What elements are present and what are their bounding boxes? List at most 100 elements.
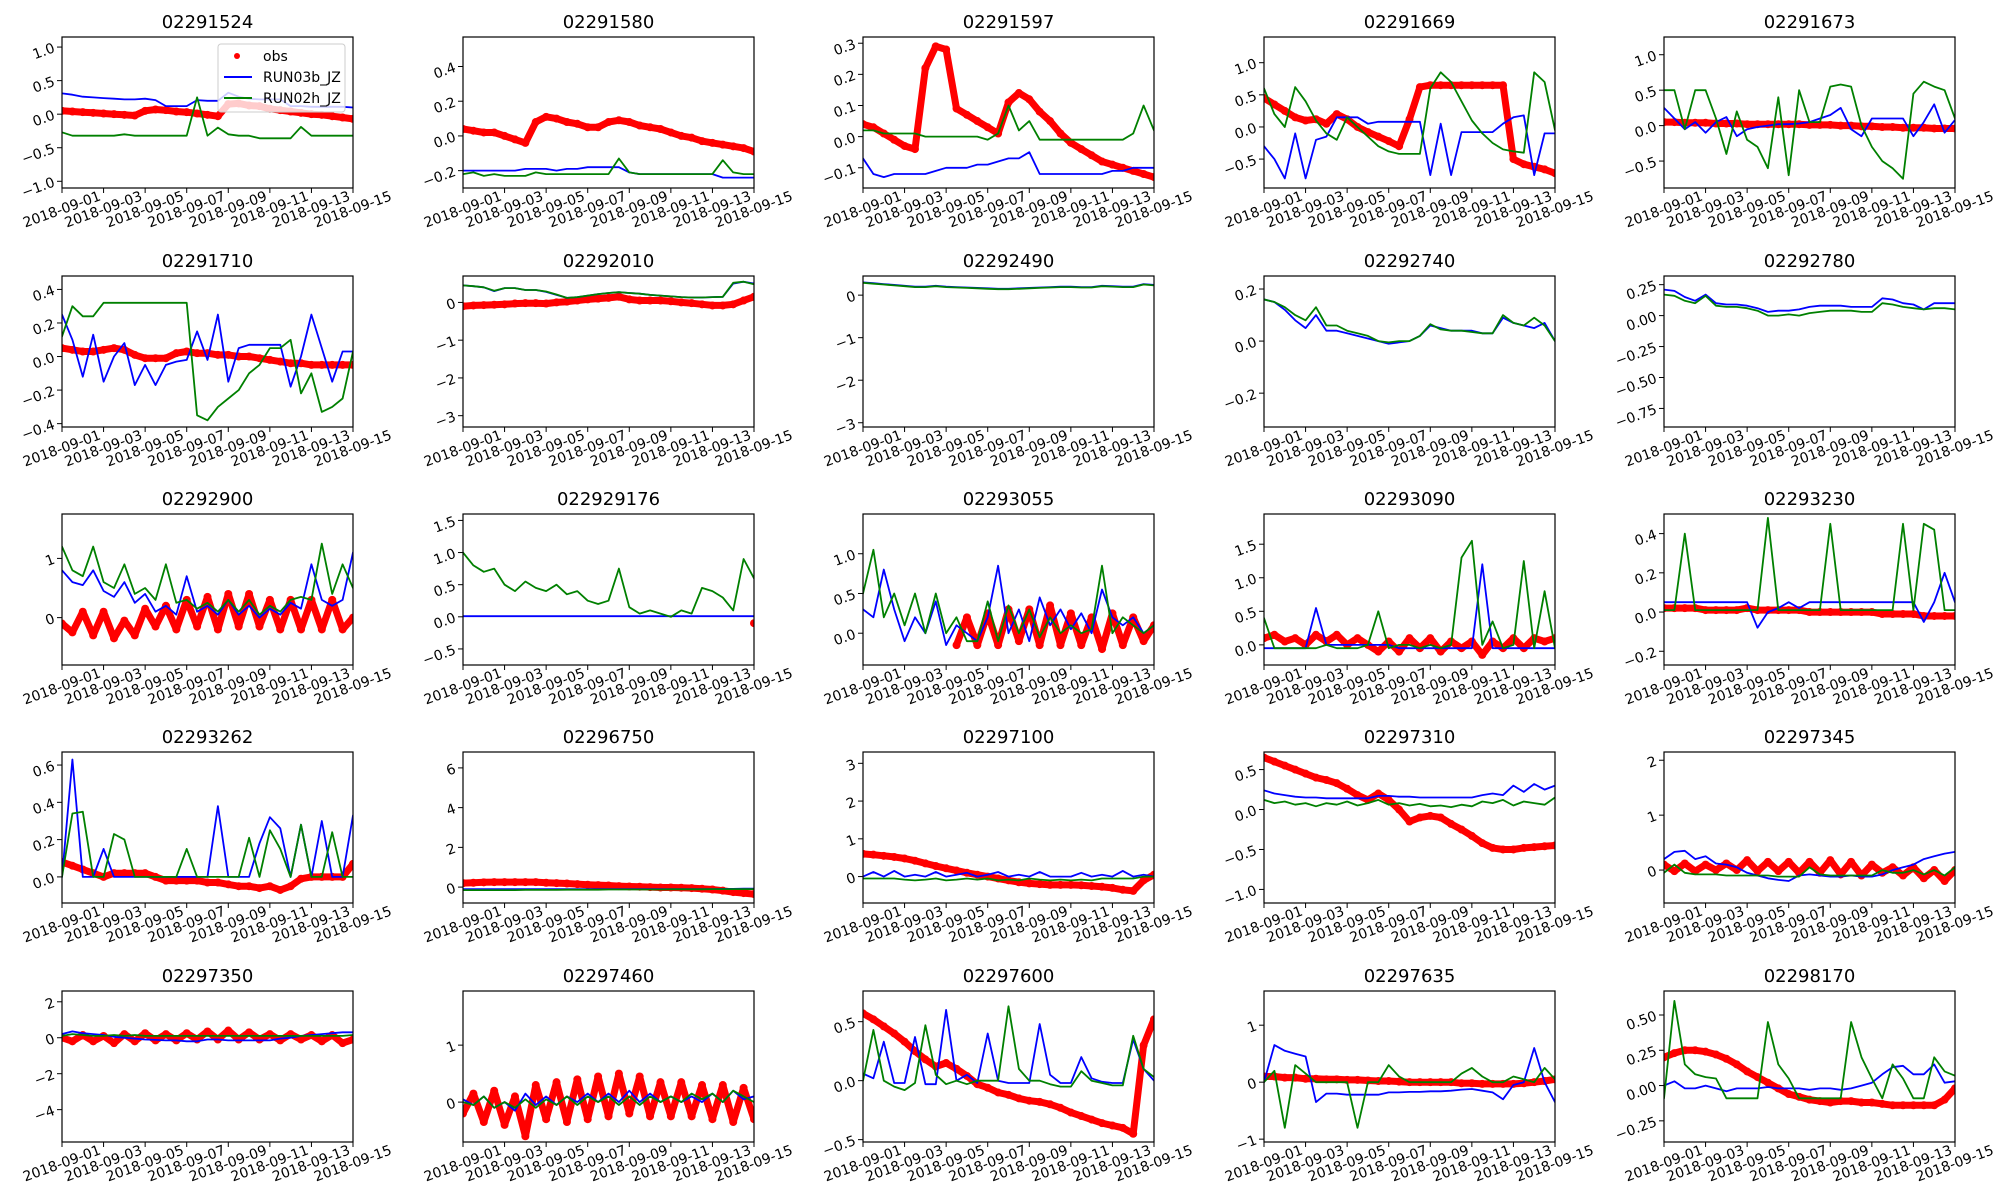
run03b-series-line bbox=[1264, 563, 1555, 650]
obs-point bbox=[203, 878, 212, 887]
obs-point bbox=[1519, 160, 1528, 169]
obs-point bbox=[1150, 1015, 1154, 1024]
obs-point bbox=[614, 882, 623, 891]
obs-point bbox=[234, 622, 243, 631]
subplot-title: 02291524 bbox=[162, 12, 254, 33]
obs-point bbox=[1353, 1075, 1362, 1084]
obs-point bbox=[552, 114, 561, 123]
obs-point bbox=[469, 301, 478, 310]
obs-point bbox=[193, 109, 202, 118]
obs-point bbox=[1930, 1101, 1939, 1110]
obs-point bbox=[130, 631, 139, 640]
y-tick-label: 0.2 bbox=[31, 833, 57, 856]
plot-area bbox=[1664, 288, 1955, 317]
obs-point bbox=[666, 1112, 675, 1121]
obs-point bbox=[1540, 165, 1549, 174]
obs-point bbox=[1280, 637, 1289, 646]
y-tick-label: 0.00 bbox=[1624, 309, 1659, 335]
run02h-series-line bbox=[1264, 1064, 1555, 1129]
obs-point bbox=[1784, 1090, 1793, 1099]
obs-point bbox=[1540, 637, 1549, 646]
obs-point bbox=[594, 881, 603, 890]
obs-point bbox=[245, 1028, 254, 1037]
obs-point bbox=[89, 1037, 98, 1046]
obs-point bbox=[99, 345, 108, 354]
run02h-series-line bbox=[1664, 80, 1955, 180]
plot-area bbox=[62, 542, 353, 643]
obs-point bbox=[1066, 1108, 1075, 1117]
y-tick-label: 0.0 bbox=[1633, 119, 1659, 142]
obs-point bbox=[562, 118, 571, 127]
subplot-02293230: 022932302018-09-012018-09-032018-09-0520… bbox=[1622, 489, 1996, 708]
obs-point bbox=[1509, 1079, 1518, 1088]
obs-point bbox=[879, 851, 888, 860]
obs-point bbox=[317, 625, 326, 634]
obs-point bbox=[952, 104, 961, 113]
obs-point bbox=[1077, 1112, 1086, 1121]
y-tick-label: 0.0 bbox=[1233, 638, 1259, 661]
obs-point bbox=[109, 634, 118, 643]
obs-point bbox=[338, 360, 347, 369]
obs-point bbox=[463, 879, 467, 888]
obs-point bbox=[78, 108, 87, 117]
axes-frame bbox=[462, 36, 755, 189]
obs-point bbox=[1691, 867, 1700, 876]
obs-point bbox=[1701, 118, 1710, 127]
obs-point bbox=[890, 852, 899, 861]
subplot-02291673: 022916732018-09-012018-09-032018-09-0520… bbox=[1622, 12, 1996, 231]
subplot-title: 02297345 bbox=[1764, 727, 1856, 748]
obs-point bbox=[490, 878, 499, 887]
obs-point bbox=[594, 123, 603, 132]
obs-point bbox=[1763, 120, 1772, 129]
obs-point bbox=[1035, 641, 1044, 650]
y-tick-label: −1.0 bbox=[1222, 883, 1259, 910]
obs-point bbox=[687, 133, 696, 142]
y-tick-label: 0.3 bbox=[832, 37, 858, 60]
obs-point bbox=[213, 625, 222, 634]
obs-point bbox=[1867, 122, 1876, 131]
obs-point bbox=[1014, 89, 1023, 98]
axes-frame bbox=[1663, 36, 1956, 189]
obs-point bbox=[983, 123, 992, 132]
obs-point bbox=[1066, 880, 1075, 889]
axes-frame bbox=[61, 275, 354, 428]
obs-point bbox=[1426, 634, 1435, 643]
obs-point bbox=[328, 112, 337, 121]
y-tick-label: 1.0 bbox=[31, 40, 57, 63]
obs-point bbox=[1930, 124, 1939, 133]
subplot-02292900: 022929002018-09-012018-09-032018-09-0520… bbox=[21, 489, 394, 708]
y-tick-label: 0 bbox=[1645, 863, 1659, 881]
obs-point bbox=[521, 1132, 530, 1141]
run03b-series-line bbox=[863, 564, 1154, 646]
subplot-title: 02291710 bbox=[162, 251, 254, 272]
axes-frame bbox=[462, 751, 755, 904]
obs-point bbox=[1763, 857, 1772, 866]
run03b-series-line bbox=[62, 313, 353, 388]
y-tick-label: −3 bbox=[433, 409, 458, 431]
obs-point bbox=[1426, 81, 1435, 90]
y-tick-label: 2 bbox=[1645, 754, 1659, 772]
y-tick-label: −0.75 bbox=[1613, 402, 1659, 432]
obs-point bbox=[490, 1086, 499, 1095]
obs-point bbox=[172, 625, 181, 634]
y-tick-label: 1 bbox=[43, 552, 57, 570]
obs-point bbox=[490, 128, 499, 137]
obs-point bbox=[1291, 765, 1300, 774]
y-tick-label: 2 bbox=[844, 794, 858, 812]
obs-point bbox=[213, 112, 222, 121]
obs-point bbox=[1066, 609, 1075, 618]
obs-point bbox=[542, 1115, 551, 1124]
obs-point bbox=[328, 595, 337, 604]
obs-point bbox=[1878, 1099, 1887, 1108]
obs-band bbox=[863, 42, 1154, 181]
subplot-title: 02297350 bbox=[162, 966, 254, 987]
obs-point bbox=[910, 856, 919, 865]
y-tick-label: 1 bbox=[444, 1039, 458, 1057]
obs-point bbox=[1899, 123, 1908, 132]
obs-point bbox=[338, 1039, 347, 1048]
obs-point bbox=[635, 121, 644, 130]
y-tick-label: 0.2 bbox=[1233, 282, 1259, 305]
obs-point bbox=[479, 878, 488, 887]
obs-point bbox=[583, 123, 592, 132]
obs-point bbox=[1888, 123, 1897, 132]
